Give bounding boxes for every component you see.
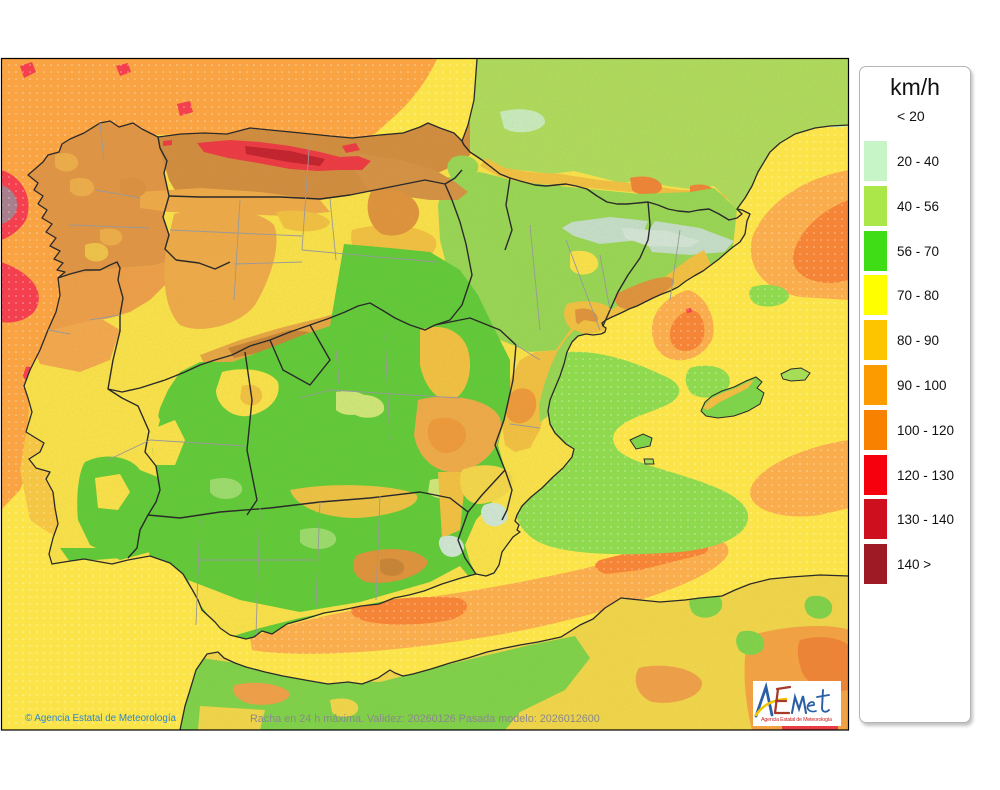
- svg-text:© Agencia Estatal de Meteorolo: © Agencia Estatal de Meteorología: [25, 713, 177, 724]
- svg-text:Agencia Estatal de Meteorologí: Agencia Estatal de Meteorología: [761, 717, 832, 723]
- svg-text:Racha en 24 h máxima. Validez:: Racha en 24 h máxima. Validez: 20260126 …: [250, 713, 600, 725]
